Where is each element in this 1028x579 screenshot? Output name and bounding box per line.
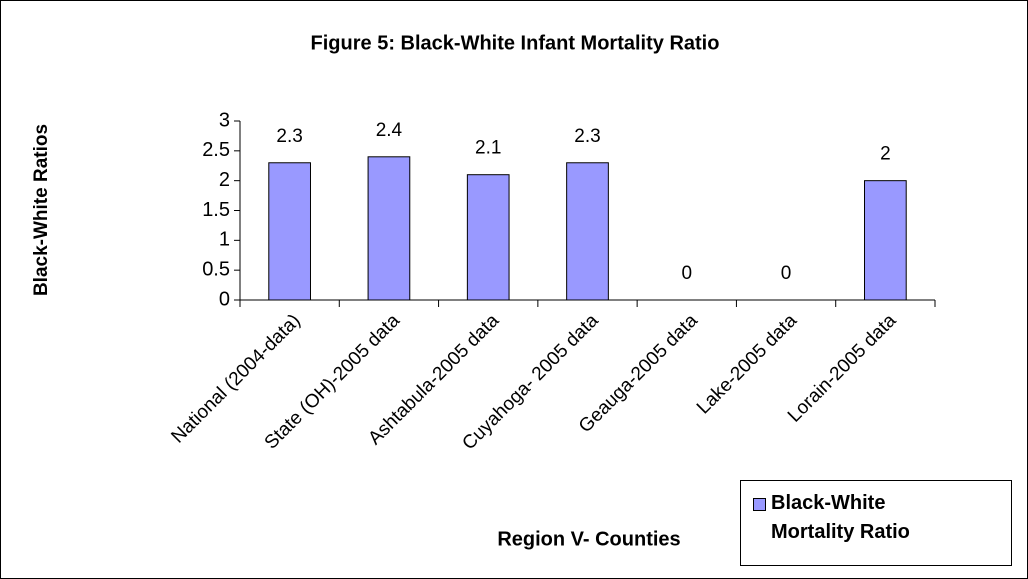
data-label: 2.1 — [475, 138, 501, 159]
bar — [367, 156, 411, 301]
y-tick-label: 0.5 — [202, 258, 230, 280]
data-label: 2 — [880, 144, 891, 165]
bar — [268, 162, 311, 301]
bar — [466, 174, 510, 301]
legend-label: Black-White Mortality Ratio — [771, 492, 910, 543]
bar — [566, 162, 609, 301]
legend: Black-White Mortality Ratio — [740, 480, 1012, 566]
bar — [864, 180, 907, 301]
y-tick-label: 2.5 — [202, 139, 230, 161]
y-tick-label: 2 — [219, 169, 230, 191]
y-tick-label: 1.5 — [202, 199, 230, 221]
chart-title: Figure 5: Black-White Infant Mortality R… — [311, 32, 720, 54]
data-label: 0 — [681, 263, 692, 284]
data-label: 2.3 — [574, 126, 600, 147]
x-axis-label: Region V- Counties — [497, 528, 680, 550]
y-tick-label: 3 — [219, 109, 230, 131]
legend-swatch — [753, 498, 766, 511]
data-label: 2.4 — [376, 120, 403, 141]
y-tick-label: 1 — [219, 229, 230, 251]
data-label: 2.3 — [276, 126, 302, 147]
y-tick-label: 0 — [219, 288, 230, 310]
y-axis-label: Black-White Ratios — [31, 124, 52, 296]
data-label: 0 — [781, 263, 792, 284]
